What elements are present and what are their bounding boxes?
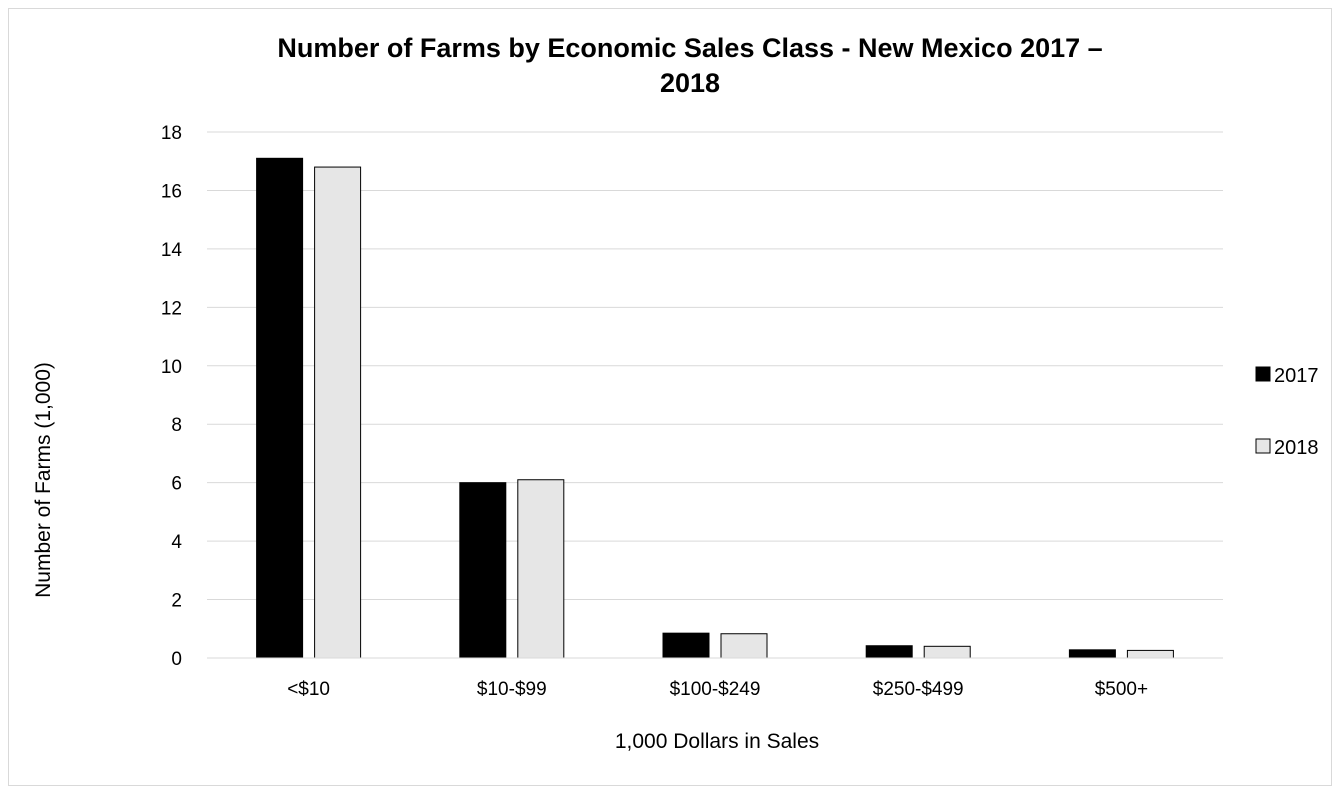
legend-label: 2018 — [1274, 437, 1319, 459]
legend-swatch — [1255, 438, 1271, 454]
y-axis-ticks: 0 2 4 6 8 10 12 14 16 18 — [161, 123, 183, 670]
x-axis-title: 1,000 Dollars in Sales — [615, 730, 819, 753]
y-tick-label: 2 — [171, 591, 182, 612]
y-tick-label: 14 — [161, 240, 183, 261]
legend-swatch — [1255, 366, 1271, 382]
bar-2018-2 — [720, 633, 768, 659]
bars — [256, 157, 1174, 659]
y-axis-title: Number of Farms (1,000) — [32, 362, 55, 598]
bar-2017-1 — [459, 482, 507, 659]
bar-2017-0 — [256, 157, 304, 659]
chart-title-line-2: 2018 — [660, 68, 720, 98]
x-tick-label: <$10 — [287, 679, 330, 700]
bar-2018-4 — [1126, 649, 1174, 659]
bar-2018-3 — [923, 645, 971, 659]
y-tick-label: 18 — [161, 123, 182, 144]
bar-2017-4 — [1068, 649, 1116, 659]
x-tick-label: $10-$99 — [477, 679, 547, 700]
bar-2017-2 — [662, 632, 710, 659]
y-tick-label: 16 — [161, 181, 182, 202]
x-axis-ticks: <$10 $10-$99 $100-$249 $250-$499 $500+ — [287, 679, 1148, 700]
y-tick-label: 0 — [171, 649, 182, 670]
chart-title-line-1: Number of Farms by Economic Sales Class … — [277, 33, 1102, 63]
y-tick-label: 12 — [161, 298, 182, 319]
y-tick-label: 8 — [171, 415, 182, 436]
legend: 2017 2018 — [1255, 365, 1319, 459]
x-tick-label: $500+ — [1095, 679, 1148, 700]
bar-2018-0 — [314, 166, 362, 659]
legend-label: 2017 — [1274, 365, 1319, 387]
bar-2017-3 — [865, 645, 913, 659]
bar-2018-1 — [517, 479, 565, 659]
gridlines — [207, 131, 1223, 601]
y-tick-label: 4 — [171, 532, 182, 553]
y-tick-label: 10 — [161, 357, 182, 378]
x-tick-label: $100-$249 — [670, 679, 761, 700]
y-tick-label: 6 — [171, 474, 182, 495]
x-tick-label: $250-$499 — [873, 679, 964, 700]
